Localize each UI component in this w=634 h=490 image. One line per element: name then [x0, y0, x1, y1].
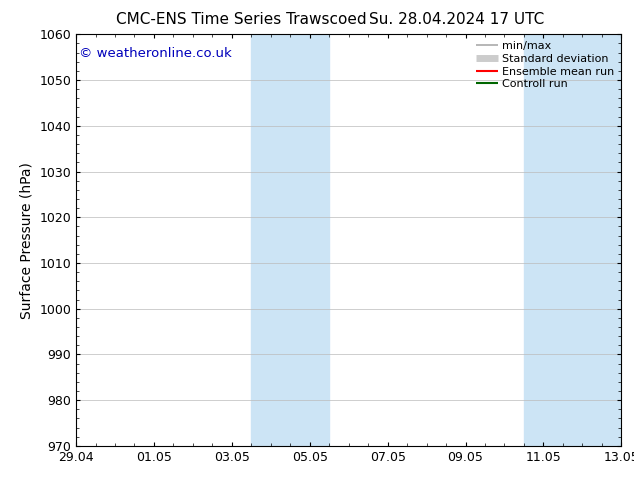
Text: Su. 28.04.2024 17 UTC: Su. 28.04.2024 17 UTC	[369, 12, 544, 27]
Text: © weatheronline.co.uk: © weatheronline.co.uk	[79, 47, 231, 60]
Legend: min/max, Standard deviation, Ensemble mean run, Controll run: min/max, Standard deviation, Ensemble me…	[471, 37, 619, 94]
Bar	[524, 34, 621, 446]
Bar	[251, 34, 329, 446]
Y-axis label: Surface Pressure (hPa): Surface Pressure (hPa)	[20, 162, 34, 318]
Text: CMC-ENS Time Series Trawscoed: CMC-ENS Time Series Trawscoed	[115, 12, 366, 27]
